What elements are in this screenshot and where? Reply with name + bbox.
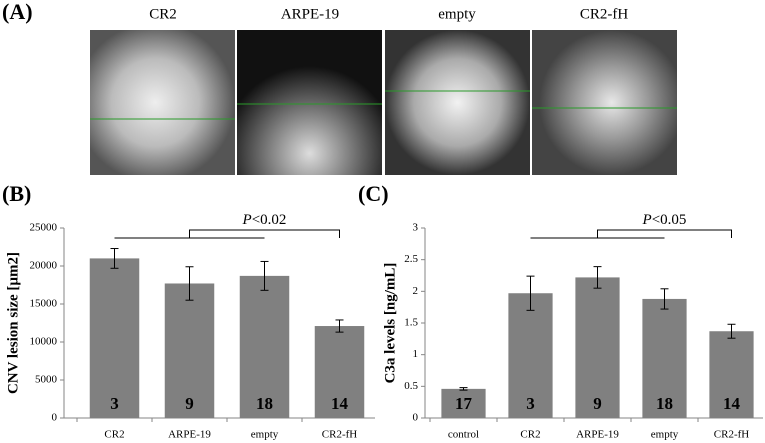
y-tick-label: 3 [413, 222, 419, 234]
x-tick-label: CR2-fH [714, 429, 750, 441]
count-label: 3 [110, 394, 119, 413]
image [532, 30, 677, 175]
bar [89, 258, 140, 418]
x-tick-label: empty [651, 429, 679, 441]
bar [239, 275, 290, 418]
bar [314, 326, 365, 418]
bar [508, 293, 553, 418]
bar [642, 298, 687, 418]
panel-label: (B) [2, 181, 31, 206]
significance-bracket [114, 229, 340, 239]
image [237, 30, 382, 175]
annotation-symbol: P [242, 212, 252, 228]
x-tick-label: ARPE-19 [576, 429, 619, 441]
image-label: CR2-fH [580, 6, 629, 22]
y-tick-label: 1.5 [404, 317, 418, 329]
y-tick-label: 5000 [35, 374, 58, 386]
y-tick-label: 1 [413, 348, 419, 360]
count-label: 9 [185, 394, 194, 413]
image-label: empty [438, 6, 476, 22]
annotation-text: <0.05 [652, 212, 687, 228]
x-tick-label: CR2 [104, 429, 124, 441]
count-label: 14 [331, 394, 349, 413]
annotation: P<0.02 [242, 212, 287, 228]
image [385, 30, 530, 175]
y-tick-label: 2 [413, 285, 419, 297]
panel-label: (A) [2, 0, 33, 24]
y-tick-label: 20000 [30, 260, 58, 272]
bar [709, 331, 754, 418]
significance-bracket [530, 229, 732, 239]
x-tick-label: ARPE-19 [168, 429, 211, 441]
annotation-symbol: P [642, 212, 652, 228]
count-label: 3 [526, 394, 535, 413]
count-label: 9 [593, 394, 602, 413]
count-label: 18 [256, 394, 273, 413]
bar [164, 283, 215, 418]
y-tick-label: 15000 [30, 298, 58, 310]
image-label: ARPE-19 [281, 6, 339, 22]
y-tick-label: 0 [413, 412, 419, 424]
y-tick-label: 25000 [30, 222, 58, 234]
y-axis-label: C3a levels [ng/mL] [382, 263, 398, 384]
x-tick-label: control [448, 429, 479, 441]
annotation-text: <0.02 [252, 212, 287, 228]
count-label: 17 [455, 394, 473, 413]
y-tick-label: 2.5 [404, 253, 418, 265]
x-tick-label: CR2-fH [322, 429, 358, 441]
image-panel [90, 30, 677, 175]
y-tick-label: 10000 [30, 336, 58, 348]
bar [441, 388, 486, 418]
count-label: 18 [656, 394, 673, 413]
y-tick-label: 0 [52, 412, 58, 424]
annotation: P<0.05 [642, 212, 687, 228]
count-label: 14 [723, 394, 741, 413]
y-axis-label: CNV lesion size [µm2] [5, 252, 21, 394]
panel-label: (C) [358, 181, 389, 206]
y-tick-label: 0.5 [404, 380, 418, 392]
x-tick-label: CR2 [520, 429, 540, 441]
x-tick-label: empty [251, 429, 279, 441]
image [90, 30, 235, 175]
image-label: CR2 [149, 6, 177, 22]
bar [575, 277, 620, 418]
